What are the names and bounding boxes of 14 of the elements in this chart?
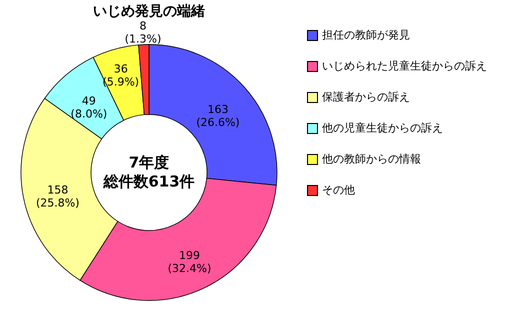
data-label: 8 (1.3%): [124, 20, 162, 46]
legend-label: 他の教師からの情報: [322, 152, 421, 166]
text: 総件数613件: [102, 172, 195, 190]
legend-label: 他の児童生徒からの訴え: [322, 122, 443, 134]
legend-label: その他: [322, 184, 355, 196]
legend-label: 担任の教師が発見: [322, 28, 410, 42]
data-label: 158 (25.8%): [36, 183, 80, 210]
legend-label: いじめられた児童生徒からの訴え: [322, 60, 487, 72]
data-label: 49 (8.0%): [70, 94, 108, 120]
chart-title: いじめ発見の端緒: [93, 4, 205, 20]
legend-label: 保護者からの訴え: [322, 90, 410, 104]
data-label: 199 (32.4%): [168, 249, 212, 276]
text: 7年度: [128, 154, 170, 172]
data-label: 163 (26.6%): [196, 103, 240, 130]
